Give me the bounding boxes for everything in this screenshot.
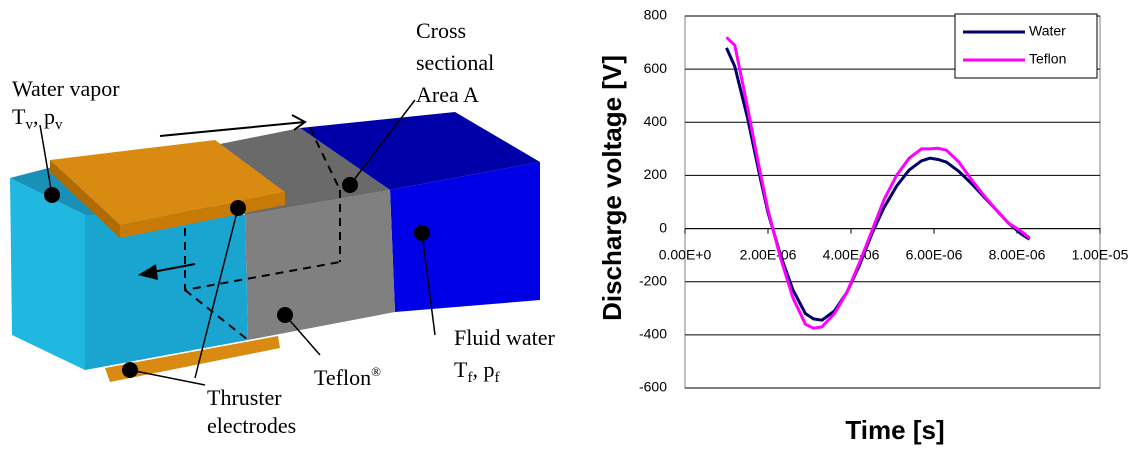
y-axis-title: Discharge voltage [V] xyxy=(597,55,627,321)
y-tick-label: 200 xyxy=(644,166,668,182)
x-axis-title: Time [s] xyxy=(845,415,944,445)
x-tick-label: 0.00E+0 xyxy=(659,246,712,262)
y-tick-label: 600 xyxy=(644,60,668,76)
chart: -600 -400 -200 0 200 400 600 800 0.00E+0 2.00E-06… xyxy=(597,7,1129,445)
x-tick-label: 6.00E-06 xyxy=(906,246,963,262)
label: Teflon® xyxy=(314,364,381,390)
diagram: Cross sectional Area A Water vapor Tv, p… xyxy=(10,18,555,438)
label: Cross xyxy=(416,18,466,43)
label: Area A xyxy=(416,82,479,107)
page: Cross sectional Area A Water vapor Tv, p… xyxy=(0,0,1144,452)
label: Tv, pv xyxy=(12,104,63,133)
y-tick-label: 400 xyxy=(644,113,668,129)
x-tick-label: 1.00E-05 xyxy=(1072,246,1129,262)
label: sectional xyxy=(416,50,494,75)
legend-label: Water xyxy=(1029,23,1066,39)
x-tick-label: 8.00E-06 xyxy=(989,246,1046,262)
y-tick-label: 0 xyxy=(659,219,667,235)
y-tick-label: -200 xyxy=(639,272,667,288)
y-tick-label: -600 xyxy=(639,379,667,395)
x-tick-label: 4.00E-06 xyxy=(823,246,880,262)
y-tick-label: 800 xyxy=(644,7,668,23)
legend xyxy=(955,14,1097,78)
y-tick-label: -400 xyxy=(639,326,667,342)
legend-label: Teflon xyxy=(1029,51,1066,67)
label: Tf, pf xyxy=(454,357,499,386)
label: Fluid water xyxy=(454,325,555,350)
label: Water vapor xyxy=(12,76,120,101)
label: electrodes xyxy=(207,413,296,438)
x-tick-label: 2.00E-06 xyxy=(740,246,797,262)
label: Thruster xyxy=(207,385,282,410)
figure: Cross sectional Area A Water vapor Tv, p… xyxy=(0,0,1144,452)
